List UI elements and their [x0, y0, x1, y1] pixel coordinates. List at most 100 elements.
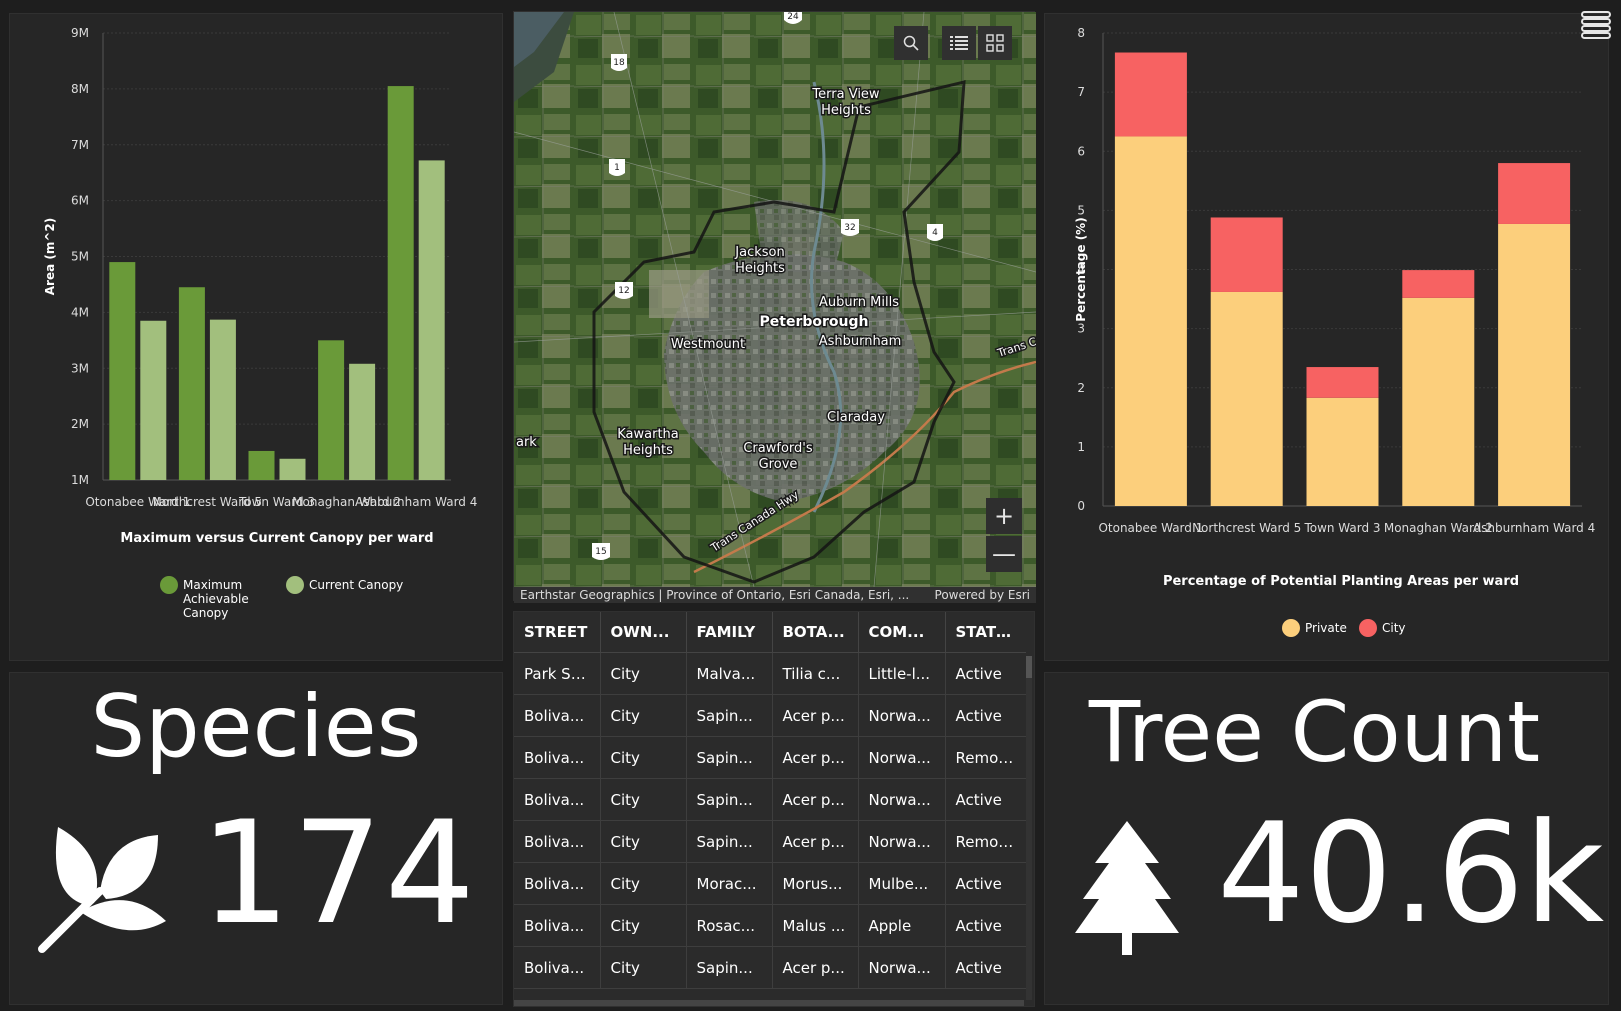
- map-search-tool[interactable]: [894, 26, 928, 60]
- cell-street[interactable]: Park St...: [514, 652, 601, 695]
- table-row[interactable]: Boliva... City Sapin... Acer p... Norwa... Ac…: [514, 694, 1026, 737]
- bar-segment-private[interactable]: [1402, 297, 1475, 506]
- cell-owner[interactable]: City: [600, 904, 687, 947]
- bar-current[interactable]: [349, 363, 376, 480]
- cell-botanical[interactable]: Acer p...: [772, 820, 859, 863]
- table-row[interactable]: Boliva... City Sapin... Acer p... Norwa... Ac…: [514, 946, 1026, 989]
- cell-common[interactable]: Norwa...: [858, 694, 946, 737]
- column-header-status[interactable]: STATUS: [945, 612, 1026, 653]
- cell-common[interactable]: Little-l...: [858, 652, 946, 695]
- cell-owner[interactable]: City: [600, 946, 687, 989]
- bar-segment-private[interactable]: [1114, 136, 1187, 506]
- cell-botanical[interactable]: Acer p...: [772, 694, 859, 737]
- scroll-thumb[interactable]: [1026, 656, 1032, 678]
- cell-common[interactable]: Norwa...: [858, 778, 946, 821]
- canopy-bar-chart[interactable]: 1M 2M 3M 4M 5M 6M 7M 8M 9M Otonabee Ward 1Northcr…: [10, 14, 504, 662]
- cell-botanical[interactable]: Malus ...: [772, 904, 859, 947]
- cell-family[interactable]: Sapin...: [686, 694, 773, 737]
- cell-owner[interactable]: City: [600, 694, 687, 737]
- column-header-street[interactable]: STREET: [514, 612, 601, 653]
- cell-botanical[interactable]: Acer p...: [772, 946, 859, 989]
- cell-street[interactable]: Boliva...: [514, 820, 601, 863]
- table-row[interactable]: Boliva... City Sapin... Acer p... Norwa... Re…: [514, 736, 1026, 779]
- legend-swatch[interactable]: [160, 576, 178, 594]
- cell-status[interactable]: Active: [945, 694, 1026, 737]
- cell-botanical[interactable]: Tilia c...: [772, 652, 859, 695]
- table-horizontal-scrollbar[interactable]: [514, 1000, 1024, 1006]
- cell-botanical[interactable]: Acer p...: [772, 736, 859, 779]
- column-header-common[interactable]: COM...: [858, 612, 946, 653]
- cell-owner[interactable]: City: [600, 820, 687, 863]
- bar-maximum[interactable]: [109, 262, 136, 480]
- hamburger-menu-icon[interactable]: [1580, 9, 1612, 41]
- map-widget-toolbar[interactable]: [942, 26, 1012, 60]
- satellite-basemap[interactable]: Terra View Heights Jackson Heights Aubur…: [514, 12, 1036, 587]
- cell-status[interactable]: Active: [945, 904, 1026, 947]
- cell-status[interactable]: Active: [945, 652, 1026, 695]
- table-row[interactable]: Boliva... City Sapin... Acer p... Norwa... Re…: [514, 820, 1026, 863]
- grid-icon[interactable]: [978, 26, 1012, 60]
- cell-family[interactable]: Sapin...: [686, 736, 773, 779]
- bar-segment-city[interactable]: [1306, 367, 1379, 398]
- cell-botanical[interactable]: Morus...: [772, 862, 859, 905]
- bar-segment-city[interactable]: [1402, 270, 1475, 298]
- cell-status[interactable]: Removed: [945, 736, 1026, 779]
- cell-botanical[interactable]: Acer p...: [772, 778, 859, 821]
- map-panel[interactable]: Terra View Heights Jackson Heights Aubur…: [513, 11, 1036, 603]
- bar-maximum[interactable]: [318, 340, 345, 480]
- tree-attribute-table[interactable]: STREET OWN... FAMILY BOTA... COM... STAT…: [514, 612, 1026, 989]
- bar-maximum[interactable]: [387, 86, 414, 481]
- table-row[interactable]: Park St... City Malva... Tilia c... Little-l…: [514, 652, 1026, 695]
- cell-common[interactable]: Norwa...: [858, 946, 946, 989]
- cell-owner[interactable]: City: [600, 736, 687, 779]
- cell-common[interactable]: Norwa...: [858, 736, 946, 779]
- bar-segment-city[interactable]: [1498, 163, 1571, 224]
- table-row[interactable]: Boliva... City Morac... Morus... Mulbe... Act…: [514, 862, 1026, 905]
- cell-family[interactable]: Rosac...: [686, 904, 773, 947]
- cell-status[interactable]: Active: [945, 778, 1026, 821]
- bar-current[interactable]: [418, 160, 445, 480]
- bar-segment-private[interactable]: [1306, 397, 1379, 506]
- bar-maximum[interactable]: [248, 450, 275, 480]
- cell-common[interactable]: Mulbe...: [858, 862, 946, 905]
- cell-street[interactable]: Boliva...: [514, 694, 601, 737]
- bar-maximum[interactable]: [178, 287, 205, 480]
- cell-family[interactable]: Sapin...: [686, 778, 773, 821]
- cell-family[interactable]: Morac...: [686, 862, 773, 905]
- cell-owner[interactable]: City: [600, 652, 687, 695]
- powered-by-esri[interactable]: Powered by Esri: [934, 588, 1030, 602]
- search-icon[interactable]: [894, 26, 928, 60]
- zoom-out-button[interactable]: —: [986, 536, 1022, 572]
- bar-segment-private[interactable]: [1498, 223, 1571, 506]
- legend-swatch[interactable]: [1282, 619, 1300, 637]
- cell-status[interactable]: Active: [945, 862, 1026, 905]
- bar-current[interactable]: [140, 320, 167, 480]
- cell-street[interactable]: Boliva...: [514, 736, 601, 779]
- column-header-family[interactable]: FAMILY: [686, 612, 773, 653]
- cell-street[interactable]: Boliva...: [514, 778, 601, 821]
- cell-common[interactable]: Apple: [858, 904, 946, 947]
- cell-status[interactable]: Active: [945, 946, 1026, 989]
- table-row[interactable]: Boliva... City Rosac... Malus ... Apple Activ…: [514, 904, 1026, 947]
- bar-segment-city[interactable]: [1114, 52, 1187, 137]
- cell-status[interactable]: Removed: [945, 820, 1026, 863]
- bar-segment-city[interactable]: [1210, 217, 1283, 292]
- bar-current[interactable]: [279, 458, 306, 480]
- cell-common[interactable]: Norwa...: [858, 820, 946, 863]
- cell-street[interactable]: Boliva...: [514, 904, 601, 947]
- table-vertical-scrollbar[interactable]: [1026, 656, 1032, 1000]
- bar-segment-private[interactable]: [1210, 291, 1283, 506]
- column-header-owner[interactable]: OWN...: [600, 612, 687, 653]
- bar-current[interactable]: [209, 319, 236, 480]
- legend-swatch[interactable]: [1359, 619, 1377, 637]
- legend-swatch[interactable]: [286, 576, 304, 594]
- cell-street[interactable]: Boliva...: [514, 862, 601, 905]
- zoom-in-button[interactable]: +: [986, 498, 1022, 534]
- cell-owner[interactable]: City: [600, 862, 687, 905]
- map-view[interactable]: Terra View Heights Jackson Heights Aubur…: [514, 12, 1036, 587]
- list-icon[interactable]: [942, 26, 976, 60]
- table-row[interactable]: Boliva... City Sapin... Acer p... Norwa... Ac…: [514, 778, 1026, 821]
- cell-family[interactable]: Malva...: [686, 652, 773, 695]
- cell-owner[interactable]: City: [600, 778, 687, 821]
